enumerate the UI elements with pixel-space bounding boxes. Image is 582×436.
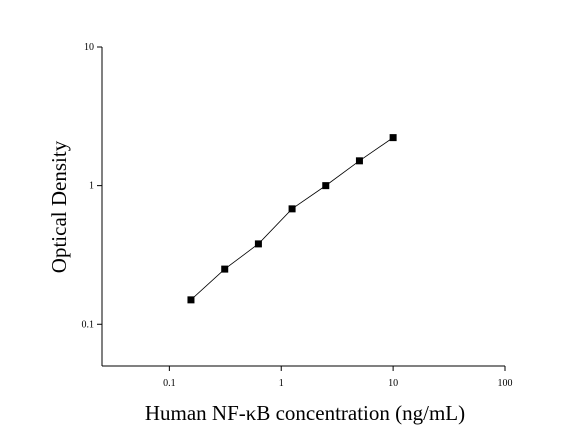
x-tick-label: 0.1 bbox=[163, 378, 176, 389]
x-tick-label: 1 bbox=[279, 378, 284, 389]
point bbox=[389, 134, 397, 142]
y-axis-label: Optical Density bbox=[47, 140, 71, 273]
point bbox=[355, 157, 363, 165]
point bbox=[254, 240, 262, 248]
point bbox=[288, 205, 296, 213]
y-tick-label: 0.1 bbox=[82, 319, 95, 330]
x-tick-label: 10 bbox=[388, 378, 398, 389]
point bbox=[187, 296, 195, 304]
y-tick-label: 1 bbox=[89, 181, 94, 192]
x-axis-label: Human NF-κB concentration (ng/mL) bbox=[145, 401, 465, 425]
y-tick-label: 10 bbox=[84, 42, 94, 53]
x-tick-label: 100 bbox=[498, 378, 513, 389]
point bbox=[221, 265, 229, 273]
point bbox=[322, 182, 330, 190]
